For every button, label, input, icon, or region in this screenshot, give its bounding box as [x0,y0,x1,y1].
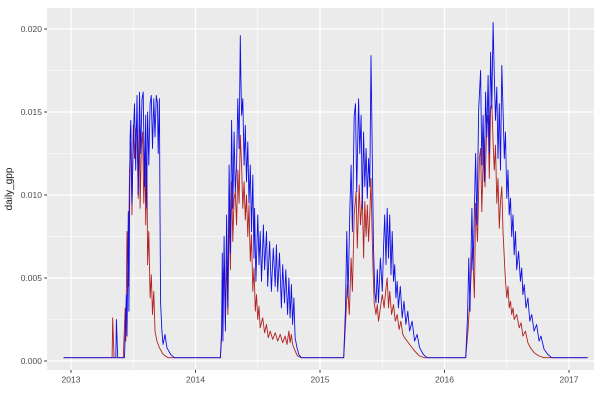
y-axis-title: daily_gpp [4,167,15,210]
y-tick-label: 0.010 [21,190,43,200]
x-tick-label: 2014 [186,375,205,385]
y-tick-label: 0.020 [21,24,43,34]
y-tick-label: 0.015 [21,107,43,117]
series-line-red-series [63,103,588,359]
x-tick-label: 2017 [560,375,579,385]
series-line-blue-series [63,21,588,359]
y-tick-label: 0.000 [21,356,43,366]
y-tick-label: 0.005 [21,273,43,283]
x-tick-label: 2013 [62,375,81,385]
x-tick-label: 2016 [435,375,454,385]
x-tick-label: 2015 [311,375,330,385]
